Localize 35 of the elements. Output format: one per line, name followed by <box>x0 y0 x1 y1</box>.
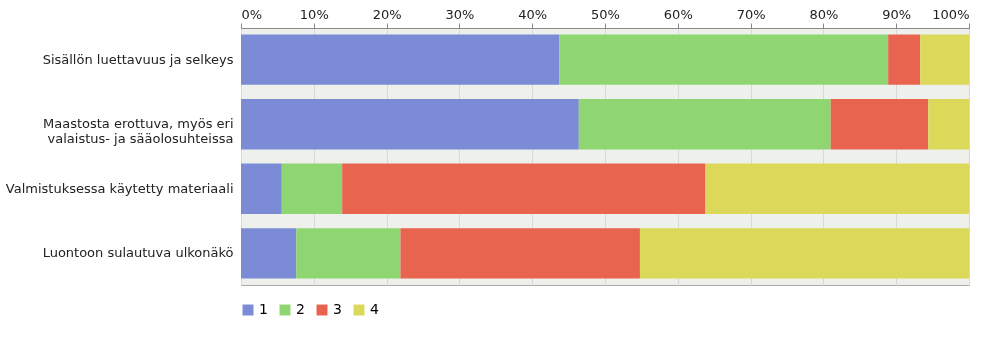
bar <box>928 99 969 150</box>
bar <box>342 163 706 214</box>
bar <box>920 34 969 85</box>
bar <box>705 163 969 214</box>
x-tick-label: 60% <box>663 6 693 22</box>
bar <box>281 163 343 214</box>
x-tick-label: 0% <box>241 6 263 22</box>
x-tick-label: 20% <box>372 6 402 22</box>
y-tick-label: Maastosta erottuva, myös eri valaistus- ja sääolosuhteissa <box>43 116 234 147</box>
y-tick-label: Sisällön luettavuus ja selkeys <box>42 51 234 67</box>
bar <box>400 228 640 279</box>
bar <box>578 99 831 150</box>
x-tick-label: 70% <box>736 6 766 22</box>
bar <box>241 228 297 279</box>
x-tick-label: 50% <box>591 6 620 22</box>
x-tick-label: 90% <box>882 6 912 22</box>
x-tick-label: 10% <box>299 6 329 22</box>
bar <box>241 34 560 85</box>
bar <box>241 99 579 150</box>
legend-label: 4 <box>370 301 379 317</box>
x-tick-label: 30% <box>445 6 475 22</box>
legend-label: 3 <box>333 301 342 317</box>
legend-label: 2 <box>296 301 305 317</box>
bar <box>639 228 969 279</box>
y-tick-label: Valmistuksessa käytetty materiaali <box>5 180 234 196</box>
bar <box>241 163 282 214</box>
bar <box>296 228 401 279</box>
y-tick-label: Luontoon sulautuva ulkonäkö <box>42 245 234 261</box>
bar <box>888 34 921 85</box>
legend-label: 1 <box>259 301 268 317</box>
bar <box>830 99 929 150</box>
x-tick-label: 100% <box>932 6 970 22</box>
x-tick-label: 80% <box>809 6 839 22</box>
bar <box>559 34 889 85</box>
x-tick-label: 40% <box>518 6 548 22</box>
